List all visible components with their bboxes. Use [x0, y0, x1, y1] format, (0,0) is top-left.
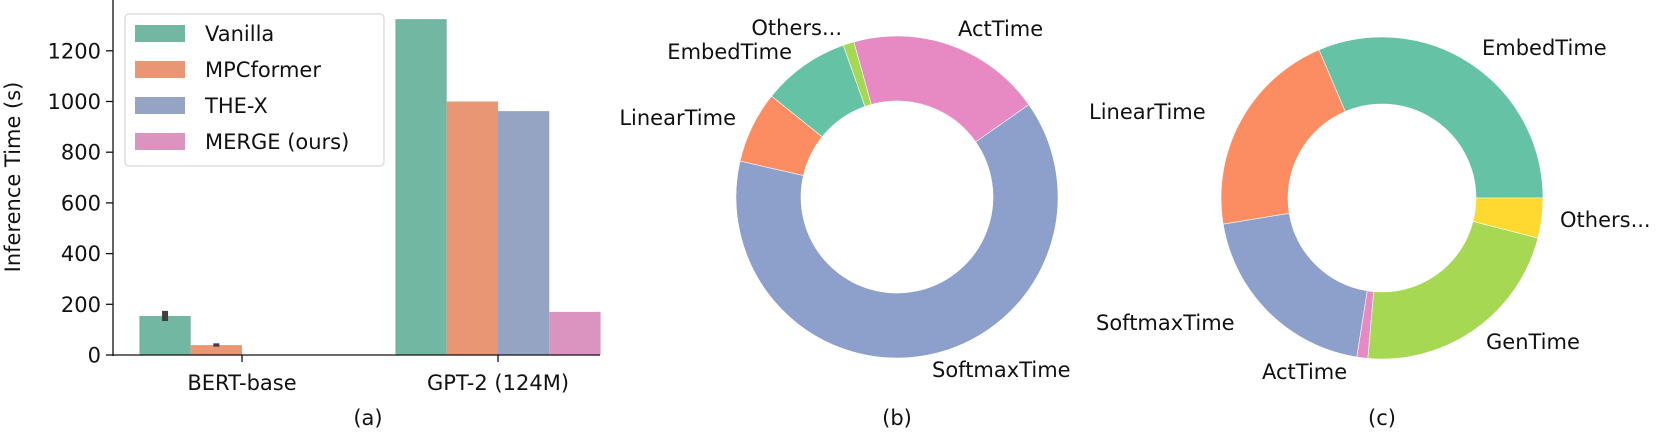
bar	[498, 111, 550, 356]
legend-label-mpcformer: MPCformer	[205, 58, 321, 82]
legend: Vanilla MPCformer THE-X MERGE (ours)	[124, 13, 385, 167]
donut-slices-b	[735, 35, 1059, 359]
bar	[139, 315, 191, 355]
x-tick-label: BERT-base	[187, 371, 296, 395]
slice-lineartime	[1220, 49, 1346, 225]
donut-chart-b-panel: ActTime Others... EmbedTime LinearTime S…	[619, 16, 1070, 430]
bar	[190, 345, 242, 355]
slice-others	[1472, 197, 1544, 239]
panel-caption: (b)	[882, 406, 912, 430]
slice-label-softmax: SoftmaxTime	[932, 358, 1071, 382]
slice-label-gen: GenTime	[1486, 330, 1580, 354]
panel-caption: (a)	[353, 406, 382, 430]
panel-caption: (c)	[1368, 406, 1396, 430]
slice-embedtime	[1318, 36, 1544, 199]
x-axis-ticks: BERT-base GPT-2 (124M)	[187, 355, 569, 395]
legend-swatch-the-x	[135, 97, 185, 114]
y-tick-label: 600	[61, 191, 101, 215]
slice-softmaxtime	[735, 104, 1059, 359]
legend-frame	[124, 13, 385, 167]
bar-chart-panel: 0 200 400 600 800 1000 1200 BERT-base GPT-2 (1…	[1, 0, 601, 430]
bar	[549, 311, 601, 355]
legend-swatch-vanilla	[135, 25, 185, 42]
slice-label-act: ActTime	[958, 17, 1043, 41]
y-tick-label: 200	[61, 293, 101, 317]
legend-swatch-merge	[135, 133, 185, 150]
slice-label-softmax: SoftmaxTime	[1096, 311, 1235, 335]
slice-label-linear: LinearTime	[619, 106, 736, 130]
bar	[446, 101, 498, 355]
y-axis-label: Inference Time (s)	[1, 82, 25, 273]
bar-series-group	[139, 19, 601, 356]
legend-swatch-mpcformer	[135, 61, 185, 78]
legend-label-merge: MERGE (ours)	[205, 130, 349, 154]
x-tick-label: GPT-2 (124M)	[427, 371, 569, 395]
slice-label-embed: EmbedTime	[667, 40, 792, 64]
y-tick-label: 0	[88, 344, 101, 368]
donut-slices-c	[1220, 36, 1544, 360]
donut-chart-c-panel: EmbedTime LinearTime SoftmaxTime ActTime…	[1089, 36, 1651, 430]
slice-gentime	[1367, 221, 1539, 360]
slice-softmaxtime	[1222, 212, 1368, 358]
y-tick-label: 400	[61, 242, 101, 266]
y-tick-label: 1000	[48, 90, 101, 114]
legend-label-vanilla: Vanilla	[205, 22, 274, 46]
y-axis-ticks: 0 200 400 600 800 1000 1200	[48, 39, 113, 368]
y-tick-label: 800	[61, 141, 101, 165]
slice-label-linear: LinearTime	[1089, 100, 1206, 124]
error-bar-group	[162, 310, 220, 347]
legend-label-the-x: THE-X	[204, 94, 268, 118]
slice-label-act: ActTime	[1262, 360, 1347, 384]
slice-label-others: Others...	[751, 16, 842, 40]
bar	[395, 19, 447, 356]
slice-label-others: Others...	[1560, 208, 1651, 232]
slice-label-embed: EmbedTime	[1482, 36, 1607, 60]
y-tick-label: 1200	[48, 39, 101, 63]
